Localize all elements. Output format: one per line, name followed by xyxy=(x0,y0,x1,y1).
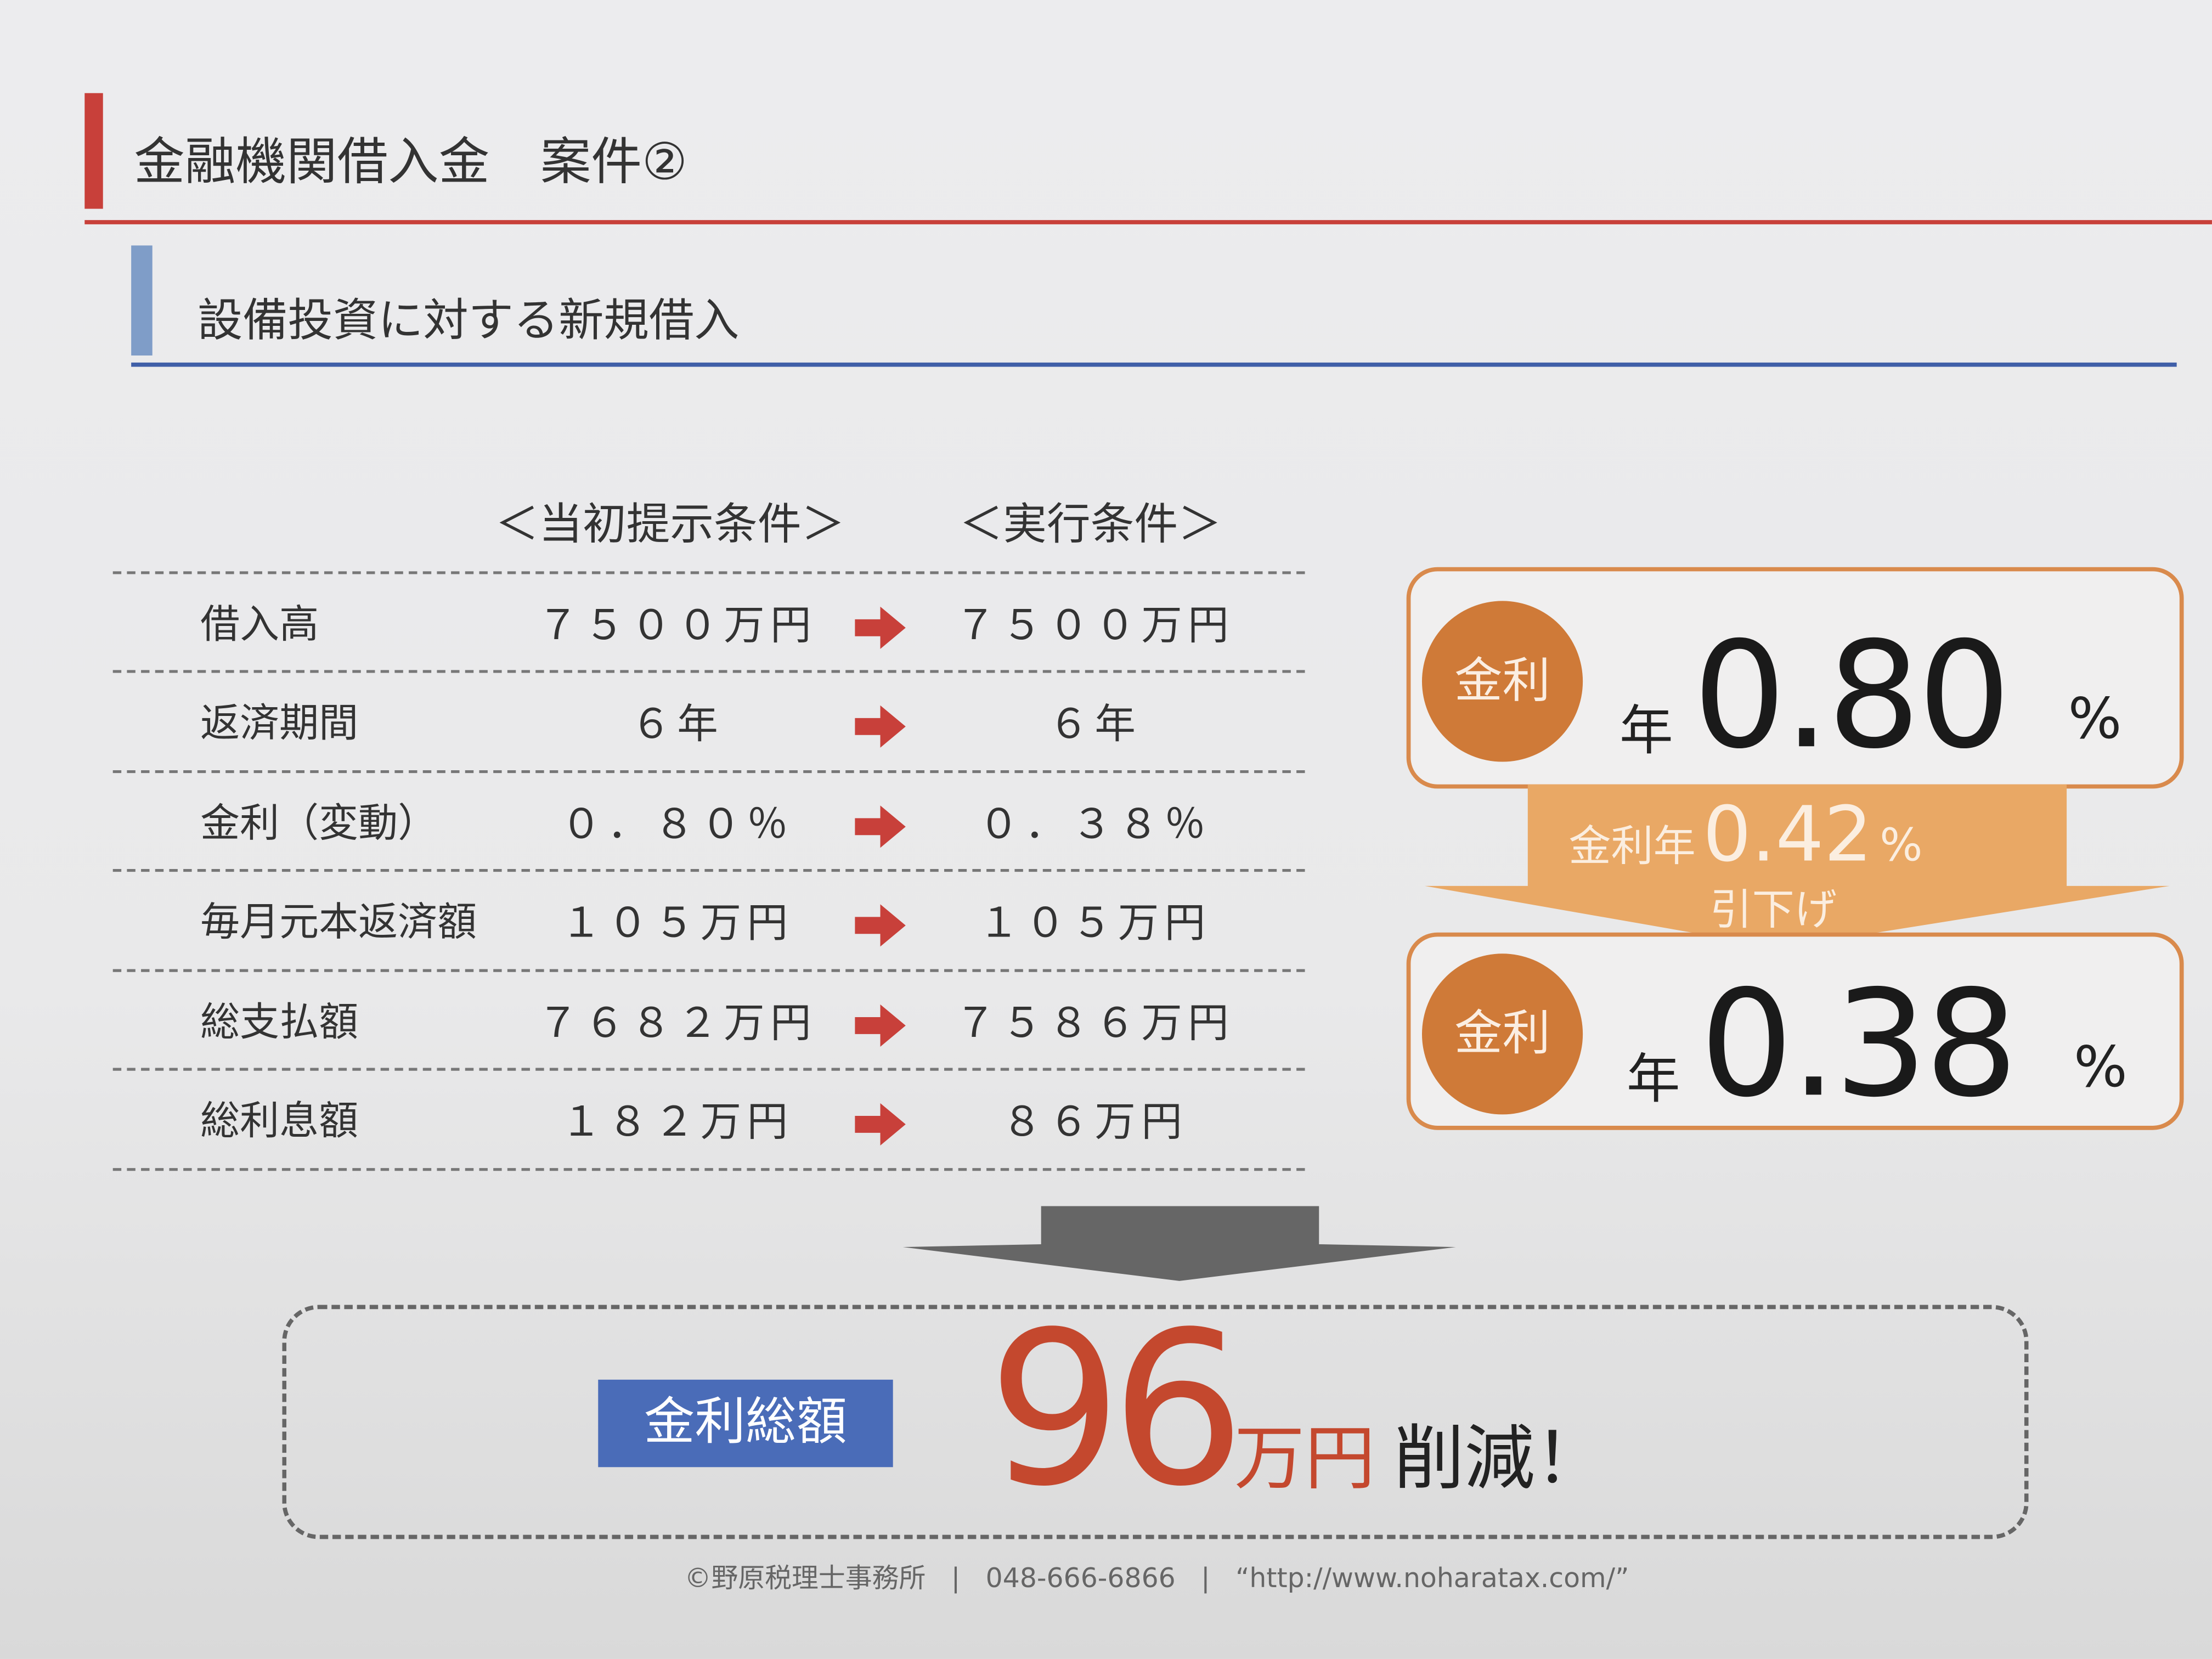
actual-value: ８６万円 xyxy=(1001,1097,1188,1146)
initial-value: １０５万円 xyxy=(561,898,794,947)
table-row: 返済期間 ６年 ６年 xyxy=(0,674,1312,773)
column-header-actual: ＜実行条件＞ xyxy=(959,499,1222,550)
right-arrow-icon xyxy=(855,1103,906,1146)
initial-value: ７５００万円 xyxy=(537,601,817,649)
right-arrow-icon xyxy=(855,805,906,848)
footer-phone: 048-666-6866 xyxy=(985,1563,1176,1594)
right-arrow-icon xyxy=(855,904,906,947)
row-label: 総利息額 xyxy=(200,1097,359,1144)
subtitle-underline xyxy=(131,362,2177,367)
initial-value: ０．８０％ xyxy=(561,799,794,848)
rate-after-box: 金利 年 0.38 % xyxy=(1406,932,2184,1130)
initial-value: ６年 xyxy=(630,699,724,748)
actual-value: ７５００万円 xyxy=(955,601,1234,649)
row-label: 総支払額 xyxy=(200,998,359,1046)
column-header-initial: ＜当初提示条件＞ xyxy=(495,499,845,550)
reduction-prefix: 金利年 xyxy=(1568,822,1696,872)
title-underline xyxy=(84,220,2212,224)
rate-badge: 金利 xyxy=(1421,601,1583,762)
rate-prefix: 年 xyxy=(1619,699,1673,762)
right-arrow-icon xyxy=(855,705,906,748)
row-divider xyxy=(112,969,1305,972)
right-arrow-icon xyxy=(855,1004,906,1047)
reduction-caption: 引下げ xyxy=(1709,885,1837,935)
rate-before-box: 金利 年 0.80 % xyxy=(1406,567,2184,789)
rate-before-value: 0.80 xyxy=(1692,609,2011,782)
initial-value: １８２万円 xyxy=(561,1097,794,1146)
rate-unit: % xyxy=(2068,687,2122,752)
savings-unit: 万円 xyxy=(1234,1418,1375,1500)
actual-value: ０．３８％ xyxy=(978,799,1211,848)
row-divider xyxy=(112,571,1305,574)
result-badge: 金利総額 xyxy=(598,1379,893,1468)
actual-value: ７５８６万円 xyxy=(955,998,1234,1047)
rate-unit: % xyxy=(2073,1035,2128,1101)
rate-after-value: 0.38 xyxy=(1700,957,2018,1130)
row-label: 借入高 xyxy=(200,601,319,648)
page-title: 金融機関借入金 案件② xyxy=(134,134,687,192)
row-label: 金利（変動） xyxy=(200,799,438,847)
row-divider xyxy=(112,1168,1305,1171)
rate-badge: 金利 xyxy=(1421,953,1583,1115)
actual-value: ６年 xyxy=(1048,699,1142,748)
reduction-unit: % xyxy=(1880,818,1923,872)
reduction-value: 0.42 xyxy=(1702,789,1873,879)
row-label: 返済期間 xyxy=(200,699,359,747)
table-row: 毎月元本返済額 １０５万円 １０５万円 xyxy=(0,873,1312,972)
savings-suffix: 削減！ xyxy=(1393,1418,1606,1500)
reduction-arrow-shape xyxy=(1425,784,2170,948)
row-divider xyxy=(112,770,1305,774)
rate-prefix: 年 xyxy=(1626,1048,1680,1110)
actual-value: １０５万円 xyxy=(978,898,1211,947)
result-amount: 96万円 削減！ xyxy=(988,1305,1605,1517)
table-row: 借入高 ７５００万円 ７５００万円 xyxy=(0,575,1312,674)
row-divider xyxy=(112,1068,1305,1071)
section-subtitle: 設備投資に対する新規借入 xyxy=(197,293,740,347)
row-divider xyxy=(112,868,1305,872)
reduction-label: 金利年 0.42 % xyxy=(1568,790,1922,879)
table-row: 金利（変動） ０．８０％ ０．３８％ xyxy=(0,775,1312,873)
right-arrow-icon xyxy=(855,606,906,649)
footer: ©野原税理士事務所 | 048-666-6866 | “http://www.n… xyxy=(684,1563,1629,1594)
table-row: 総支払額 ７６８２万円 ７５８６万円 xyxy=(0,973,1312,1072)
row-label: 毎月元本返済額 xyxy=(200,898,477,945)
result-box xyxy=(282,1305,2029,1539)
footer-office: ©野原税理士事務所 xyxy=(684,1563,926,1594)
title-accent-bar xyxy=(84,93,103,209)
row-divider xyxy=(112,670,1305,673)
down-arrow-gray xyxy=(902,1206,1456,1281)
table-row: 総利息額 １８２万円 ８６万円 xyxy=(0,1072,1312,1171)
savings-amount: 96 xyxy=(987,1288,1245,1534)
footer-url[interactable]: “http://www.noharatax.com/” xyxy=(1235,1563,1629,1594)
initial-value: ７６８２万円 xyxy=(537,998,817,1047)
subtitle-accent-bar xyxy=(131,245,153,356)
